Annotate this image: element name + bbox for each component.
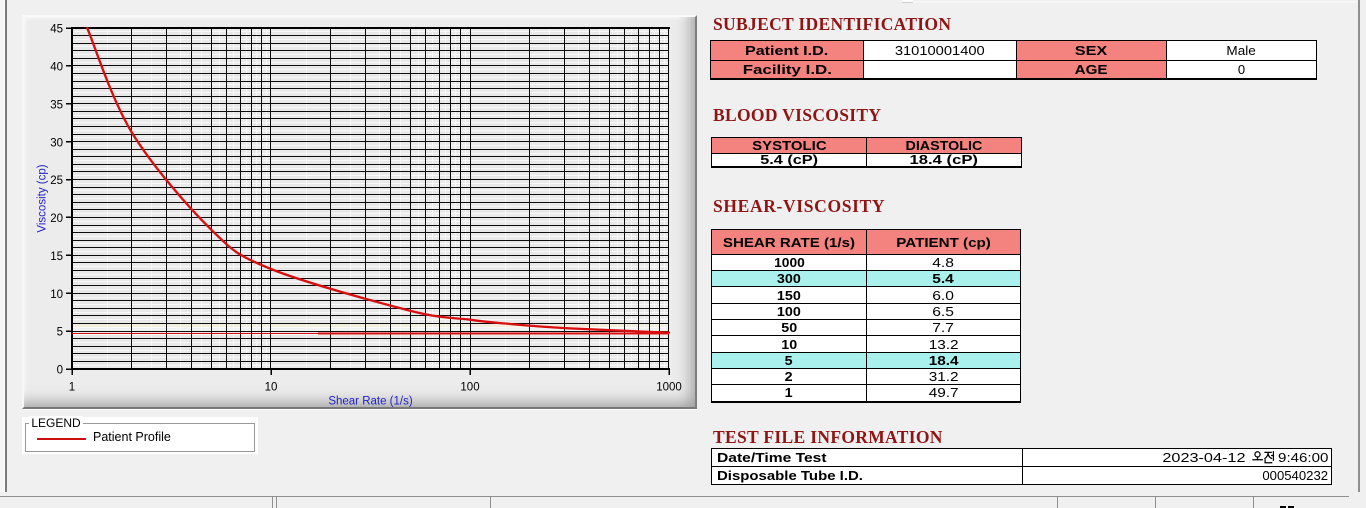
svg-text:Viscosity (cp): Viscosity (cp) [37, 164, 49, 232]
svg-text:100: 100 [460, 382, 479, 394]
svg-text:1: 1 [69, 382, 75, 394]
svg-text:1000: 1000 [656, 382, 682, 394]
svg-text:Shear Rate (1/s): Shear Rate (1/s) [328, 396, 413, 408]
svg-text:30: 30 [50, 137, 63, 149]
svg-text:10: 10 [50, 289, 63, 301]
svg-text:35: 35 [50, 99, 63, 111]
svg-text:20: 20 [50, 213, 63, 225]
svg-text:5: 5 [57, 327, 63, 339]
svg-text:0: 0 [57, 365, 63, 377]
svg-text:25: 25 [50, 175, 63, 187]
svg-text:10: 10 [265, 382, 278, 394]
svg-text:15: 15 [50, 251, 63, 263]
svg-text:40: 40 [50, 62, 63, 74]
svg-text:45: 45 [50, 24, 63, 36]
